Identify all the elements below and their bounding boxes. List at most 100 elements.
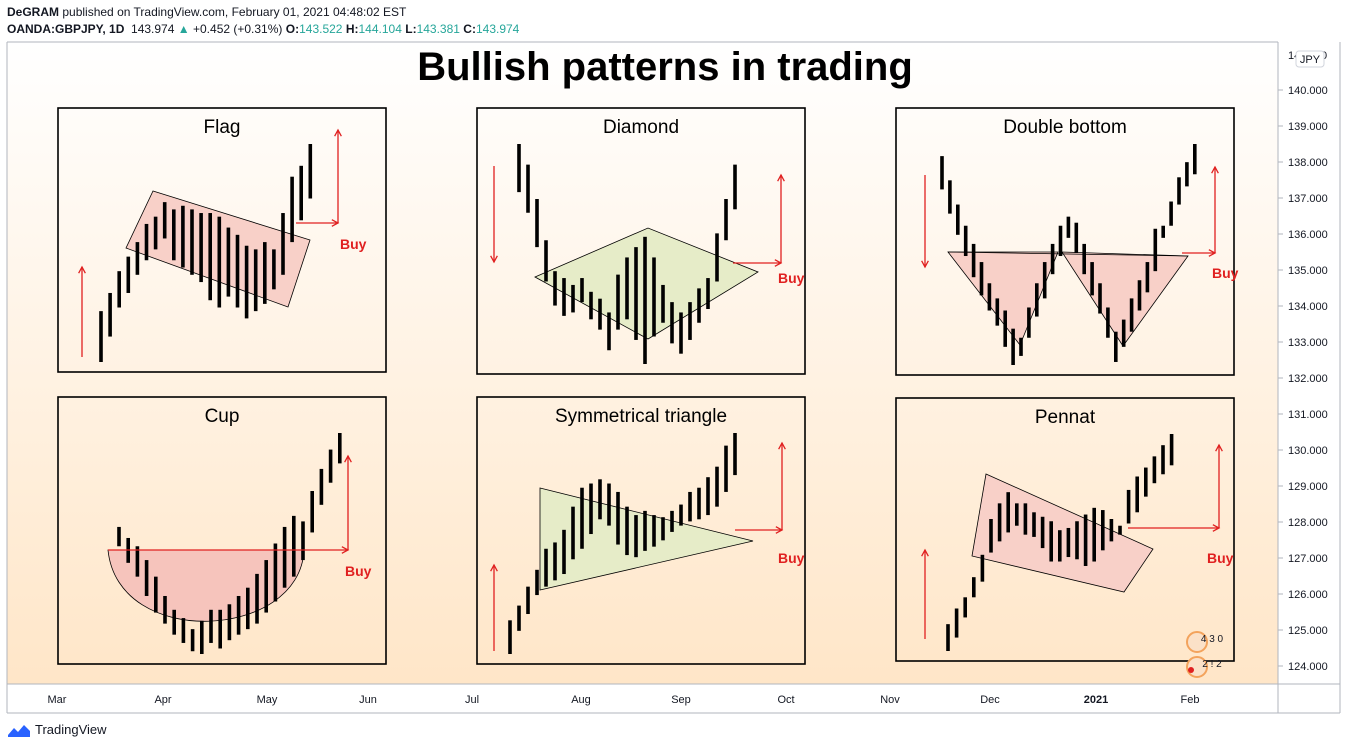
- price-bar: [299, 165, 303, 221]
- price-bar: [135, 546, 140, 577]
- currency-badge[interactable]: [1295, 50, 1325, 68]
- price-bar: [634, 515, 638, 558]
- target-arrow-head: [777, 173, 785, 182]
- open-value: 143.522: [299, 22, 343, 36]
- tradingview-logo-icon[interactable]: [8, 723, 30, 737]
- price-bar: [236, 595, 241, 635]
- price-bar: [153, 216, 158, 250]
- event-icon[interactable]: [1186, 631, 1208, 653]
- chart-canvas[interactable]: Bullish patterns in trading 14 0 JPY 140…: [0, 40, 1348, 718]
- symbol-label[interactable]: OANDA:GBPJPY, 1D: [7, 22, 125, 36]
- breakout-arrow-head: [1208, 249, 1217, 257]
- breakout-arrow-head: [775, 526, 784, 534]
- price-bar: [652, 257, 656, 337]
- price-bar: [190, 629, 195, 652]
- buy-signal-label: Buy: [1207, 550, 1234, 566]
- pattern-name: Symmetrical triangle: [555, 406, 727, 427]
- price-bar: [208, 213, 212, 301]
- price-bar: [1092, 507, 1096, 562]
- price-bar: [1058, 225, 1063, 257]
- price-bar: [1137, 280, 1142, 311]
- event-icons[interactable]: 4 3 0 2 ! 2: [1186, 631, 1224, 678]
- y-tick-label: 132.000: [1288, 373, 1328, 385]
- price-bar: [733, 433, 737, 476]
- price-bar: [661, 284, 665, 323]
- x-tick-label: Jun: [359, 694, 377, 706]
- published-text: published on TradingView.com, February 0…: [62, 5, 407, 19]
- price-bar: [1161, 445, 1165, 475]
- price-bar: [946, 624, 950, 651]
- y-tick-label: 137.000: [1288, 193, 1328, 205]
- price-bar: [571, 284, 575, 313]
- author-name[interactable]: DeGRAM: [7, 5, 60, 19]
- price-bar: [954, 608, 959, 638]
- high-value: 144.104: [358, 22, 402, 36]
- price-bar: [625, 257, 629, 320]
- pattern-name: Pennat: [1035, 407, 1096, 428]
- price-bar: [1003, 310, 1007, 347]
- price-bar: [562, 278, 566, 316]
- price-bar: [589, 291, 593, 320]
- pattern-name: Cup: [205, 406, 240, 427]
- price-bar: [273, 543, 278, 602]
- price-bar: [697, 288, 701, 323]
- price-bar: [940, 156, 944, 190]
- price-bar: [246, 587, 250, 630]
- x-tick-label: Aug: [571, 694, 591, 706]
- price-bar: [1015, 503, 1019, 526]
- price-bar: [1050, 243, 1055, 275]
- price-bar: [580, 487, 584, 549]
- price-bar: [108, 292, 112, 337]
- price-bar: [688, 491, 692, 522]
- event-icon-glyph: 2 ! 2: [1202, 659, 1222, 670]
- breakout-arrow-head: [331, 219, 340, 227]
- pattern-name: Double bottom: [1003, 117, 1127, 138]
- price-bar: [508, 620, 512, 654]
- price-bar: [227, 604, 232, 641]
- price-bar: [553, 271, 557, 306]
- price-bar: [1193, 144, 1197, 175]
- price-change: +0.452 (+0.31%): [193, 22, 283, 36]
- chart-title: Bullish patterns in trading: [417, 45, 913, 89]
- buy-signal-label: Buy: [340, 236, 367, 252]
- panel-frame: [476, 396, 806, 665]
- price-bar: [1083, 514, 1088, 566]
- pattern-panel: Diamond Buy: [476, 107, 806, 375]
- price-bar: [972, 577, 976, 598]
- low-label: L:: [405, 22, 417, 36]
- buy-signal-label: Buy: [1212, 265, 1239, 281]
- y-tick-label: 128.000: [1288, 517, 1328, 529]
- price-bar: [995, 298, 1000, 326]
- breakout-arrow-head: [1212, 524, 1221, 532]
- price-bar: [154, 576, 158, 613]
- price-bar: [980, 554, 985, 582]
- price-bar: [625, 506, 629, 556]
- target-arrow-head: [1211, 165, 1219, 174]
- price-bar: [190, 209, 194, 275]
- price-bar: [1106, 307, 1110, 338]
- price-bar: [1126, 489, 1131, 524]
- price-bar: [1032, 512, 1036, 537]
- x-tick-label: Nov: [880, 694, 900, 706]
- time-axis[interactable]: Mar Apr May Jun Jul Aug Sep Oct Nov Dec 2021 Feb: [48, 694, 1200, 706]
- price-bar: [1040, 516, 1045, 549]
- price-bar: [328, 449, 333, 483]
- y-tick-label: 131.000: [1288, 409, 1328, 421]
- price-bar: [963, 597, 967, 618]
- last-price: 143.974: [131, 22, 175, 36]
- pattern-panel: Flag Buy: [57, 107, 387, 373]
- y-tick-label: 126.000: [1288, 589, 1328, 601]
- buy-signal-label: Buy: [778, 550, 805, 566]
- price-bar: [1066, 527, 1071, 558]
- y-tick-label: 140.000: [1288, 85, 1328, 97]
- price-bar: [1169, 201, 1173, 226]
- price-axis[interactable]: 14 0 JPY 140.000139.000138.000137.000136…: [1278, 50, 1328, 673]
- price-bar: [235, 234, 240, 308]
- price-bar: [264, 560, 268, 613]
- footer-brand[interactable]: TradingView: [35, 722, 107, 737]
- price-bar: [1185, 162, 1189, 187]
- price-bar: [1074, 222, 1079, 253]
- price-bar: [217, 216, 222, 308]
- price-bar: [706, 477, 710, 516]
